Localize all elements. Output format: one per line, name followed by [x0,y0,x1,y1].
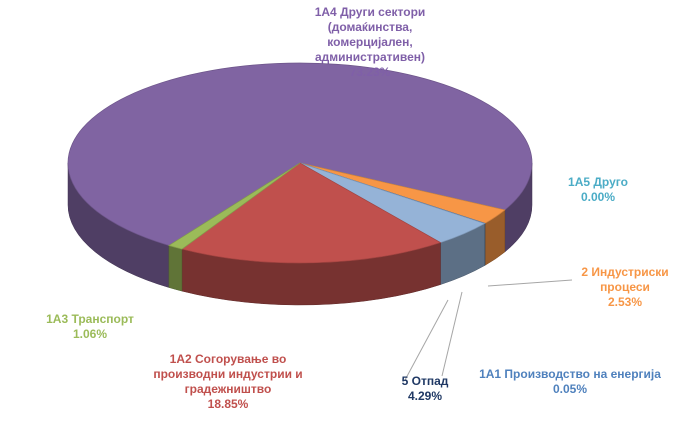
pie-slice [168,162,301,250]
category-label: 1A3 Транспорт [46,312,134,326]
category-label: 1A4 Други сектори (домаќинства, комерциј… [314,5,426,64]
value-label: 0.05% [552,382,588,396]
data-label: 1A4 Други сектори (домаќинства, комерциј… [295,5,445,80]
value-label: 18.85% [207,397,249,411]
data-label: 2 Индустриски процеси 2.53% [570,265,680,310]
data-label: 1A2 Согорување во производни индустрии и… [153,352,303,412]
category-label: 1A5 Друго [568,175,628,189]
category-label: 2 Индустриски процеси [581,265,669,294]
data-label: 5 Отпад 4.29% [395,374,455,404]
value-label: 1.06% [72,327,108,341]
leader-line [487,279,573,287]
leader-line [441,291,463,377]
category-label: 5 Отпад [401,374,449,388]
pie-slice [67,62,533,246]
value-label: 73.23% [349,65,391,79]
value-label: 2.53% [607,295,643,309]
value-label: 4.29% [407,389,443,403]
category-label: 1A2 Согорување во производни индустрии и… [153,352,303,396]
value-label: 0.00% [580,190,616,204]
slice-side [168,245,183,292]
leader-line [404,299,449,381]
category-label: 1A1 Производство на енергија [479,367,661,381]
pie-slice [181,162,442,264]
data-label: 1A5 Друго 0.00% [548,175,648,205]
data-label: 1A3 Транспорт 1.06% [35,312,145,342]
data-label: 1A1 Производство на енергија 0.05% [470,367,670,397]
